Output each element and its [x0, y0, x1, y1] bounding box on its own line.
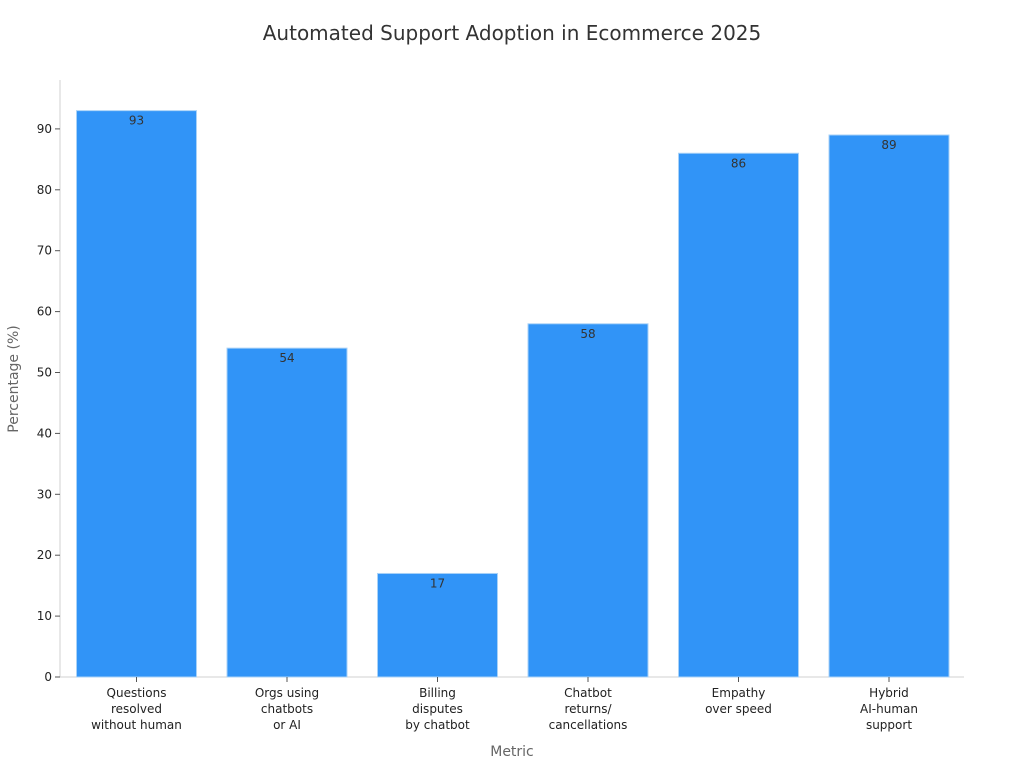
- y-tick-label: 60: [37, 305, 52, 319]
- bar: [226, 347, 348, 678]
- x-tick-label-line: without human: [91, 718, 182, 732]
- bar: [678, 152, 799, 678]
- bar-value-label: 93: [129, 114, 144, 128]
- y-tick-label: 0: [44, 670, 52, 684]
- y-tick-label: 90: [37, 122, 52, 136]
- bar: [76, 110, 197, 678]
- bar-value-label: 86: [731, 156, 746, 170]
- bar-value-label: 58: [580, 327, 595, 341]
- y-tick-label: 80: [37, 183, 52, 197]
- x-tick-label-line: chatbots: [261, 702, 313, 716]
- x-tick-label-line: Hybrid: [869, 686, 909, 700]
- x-tick-label-line: disputes: [412, 702, 463, 716]
- x-tick-label-line: over speed: [705, 702, 772, 716]
- x-tick-label-line: AI-human: [860, 702, 918, 716]
- y-tick-label: 40: [37, 426, 52, 440]
- x-tick-labels: Questions resolved without human Orgs using…: [91, 677, 918, 732]
- x-tick-label-line: cancellations: [549, 718, 628, 732]
- x-tick-label: Questions resolved without human: [91, 686, 182, 732]
- x-tick-label-line: returns/: [565, 702, 613, 716]
- y-tick-label: 30: [37, 487, 52, 501]
- y-axis-title: Percentage (%): [6, 325, 22, 432]
- x-tick-label-line: Billing: [419, 686, 456, 700]
- y-tick-label: 50: [37, 366, 52, 380]
- x-tick-label-line: or AI: [273, 718, 301, 732]
- x-tick-label-line: Orgs using: [255, 686, 319, 700]
- bars: [76, 110, 950, 678]
- x-axis-title: Metric: [490, 744, 534, 760]
- x-tick-label-line: Questions: [107, 686, 167, 700]
- x-tick-label-line: Chatbot: [564, 686, 612, 700]
- x-tick-label-line: Empathy: [712, 686, 766, 700]
- x-tick-label: Orgs using chatbots or AI: [255, 686, 319, 732]
- bar: [527, 323, 649, 678]
- bar-value-label: 89: [881, 138, 896, 152]
- y-ticks: 0 10 20 30 40 50 60 70 80 90: [37, 122, 60, 684]
- y-tick-label: 10: [37, 609, 52, 623]
- plot-area: 0 10 20 30 40 50 60 70 80 90 93 54 17 58 86 89 Questio…: [37, 80, 964, 732]
- x-tick-label-line: resolved: [111, 702, 162, 716]
- y-tick-label: 70: [37, 244, 52, 258]
- bar-value-label: 54: [279, 351, 294, 365]
- y-tick-label: 20: [37, 548, 52, 562]
- x-tick-label: Chatbot returns/cancellations: [549, 686, 628, 732]
- data-labels: 93 54 17 58 86 89: [129, 114, 897, 591]
- chart-title: Automated Support Adoption in Ecommerce …: [263, 21, 762, 45]
- x-tick-label: Empathy over speed: [705, 686, 772, 716]
- x-tick-label-line: by chatbot: [405, 718, 470, 732]
- x-tick-label-line: support: [866, 718, 912, 732]
- bar-value-label: 17: [430, 576, 445, 590]
- x-tick-label: Billing disputes by chatbot: [405, 686, 470, 732]
- bar: [828, 134, 950, 678]
- x-tick-label: Hybrid AI-human support: [860, 686, 918, 732]
- bar: [377, 572, 498, 678]
